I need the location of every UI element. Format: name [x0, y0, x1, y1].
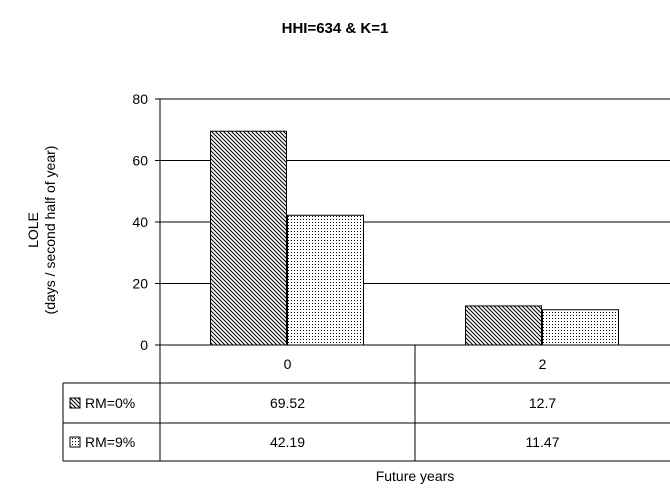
x-category-label: 2	[539, 356, 547, 372]
legend-swatch	[69, 436, 81, 448]
y-tick-label: 0	[140, 337, 148, 353]
data-label: 11.47	[526, 434, 560, 450]
x-category-label: 0	[284, 356, 292, 372]
data-label: 69.52	[270, 395, 305, 411]
data-label: 42.19	[270, 434, 305, 450]
y-tick-label: 80	[132, 91, 148, 107]
y-tick-label: 60	[132, 153, 148, 169]
data-label: 12.7	[529, 395, 556, 411]
y-tick-label: 40	[132, 214, 148, 230]
bar	[210, 130, 287, 346]
legend-swatch	[69, 397, 81, 409]
chart-title: HHI=634 & K=1	[281, 20, 389, 37]
x-axis-label: Future years	[375, 468, 455, 484]
y-tick-label: 20	[132, 276, 148, 292]
bar	[287, 214, 364, 346]
bar	[465, 305, 542, 346]
bar	[542, 309, 619, 346]
legend-label: RM=0%	[85, 395, 135, 411]
legend-label: RM=9%	[85, 434, 135, 450]
